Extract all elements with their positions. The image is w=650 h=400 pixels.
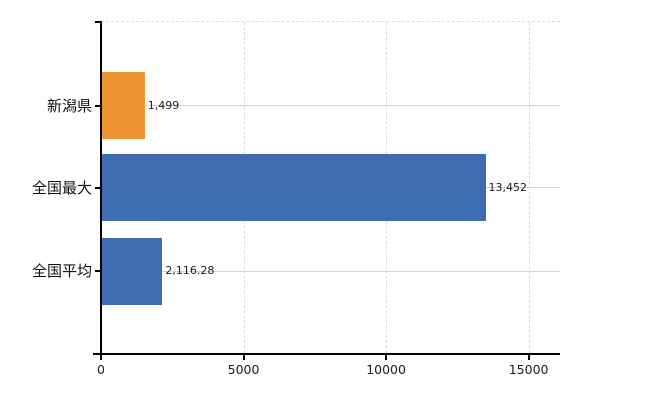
x-tick-label: 0 xyxy=(97,362,105,377)
plot-top-border xyxy=(101,21,560,22)
x-tick-label: 5000 xyxy=(227,362,260,377)
bar-2 xyxy=(102,237,163,305)
x-axis-tick xyxy=(527,355,530,360)
category-label: 全国最大 xyxy=(31,178,92,197)
x-tick-label: 15000 xyxy=(508,362,549,377)
x-axis-tick xyxy=(100,355,102,360)
x-axis-tick xyxy=(242,355,245,360)
value-label: 2,116.28 xyxy=(165,264,215,277)
y-axis-tick xyxy=(95,104,101,107)
category-gridline xyxy=(102,105,560,106)
value-label: 13,452 xyxy=(488,180,528,194)
bar-1 xyxy=(102,154,486,221)
x-axis-tick xyxy=(385,355,388,360)
category-label: 新潟県 xyxy=(46,96,92,115)
y-axis-tick xyxy=(95,186,101,189)
category-label: 全国平均 xyxy=(31,262,92,280)
y-axis-line xyxy=(100,21,102,354)
y-axis-top-tick xyxy=(95,21,101,23)
x-tick-label: 10000 xyxy=(366,362,406,377)
category-gridline xyxy=(102,270,560,272)
x-axis-line xyxy=(93,353,560,355)
bar-0 xyxy=(102,72,145,139)
y-axis-tick xyxy=(95,270,101,272)
value-label: 1,499 xyxy=(147,98,180,112)
